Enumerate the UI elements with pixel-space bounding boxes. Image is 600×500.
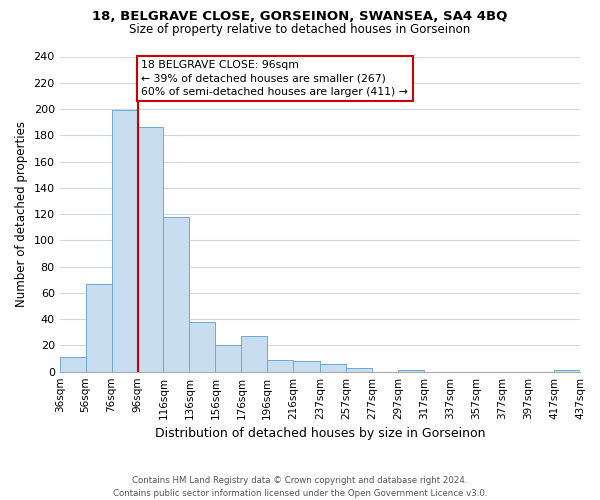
Bar — [293, 361, 320, 372]
Text: 18, BELGRAVE CLOSE, GORSEINON, SWANSEA, SA4 4BQ: 18, BELGRAVE CLOSE, GORSEINON, SWANSEA, … — [92, 10, 508, 23]
Text: 18 BELGRAVE CLOSE: 96sqm
← 39% of detached houses are smaller (267)
60% of semi-: 18 BELGRAVE CLOSE: 96sqm ← 39% of detach… — [142, 60, 408, 97]
Bar — [163, 216, 190, 372]
Bar — [554, 370, 580, 372]
Bar — [320, 364, 346, 372]
Bar — [267, 360, 293, 372]
Y-axis label: Number of detached properties: Number of detached properties — [15, 121, 28, 307]
Bar — [59, 357, 86, 372]
X-axis label: Distribution of detached houses by size in Gorseinon: Distribution of detached houses by size … — [155, 427, 485, 440]
Bar — [86, 284, 112, 372]
Bar — [215, 346, 241, 372]
Bar — [241, 336, 267, 372]
Bar — [112, 110, 137, 372]
Bar — [398, 370, 424, 372]
Text: Contains HM Land Registry data © Crown copyright and database right 2024.
Contai: Contains HM Land Registry data © Crown c… — [113, 476, 487, 498]
Bar — [190, 322, 215, 372]
Text: Size of property relative to detached houses in Gorseinon: Size of property relative to detached ho… — [130, 22, 470, 36]
Bar — [137, 128, 163, 372]
Bar — [346, 368, 373, 372]
